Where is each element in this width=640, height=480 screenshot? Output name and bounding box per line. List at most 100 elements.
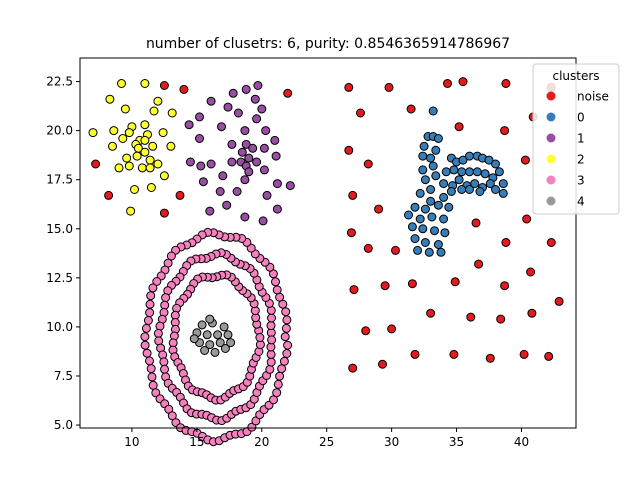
point-0-45 [475, 187, 485, 196]
y-tick-label-1: 7.5 [54, 369, 73, 383]
point-3-126 [280, 332, 290, 342]
point-0-0 [428, 106, 438, 116]
point-4-0 [197, 320, 207, 330]
legend-marker-2 [546, 133, 556, 143]
point-3-132 [272, 285, 282, 295]
point-2-1 [140, 79, 150, 88]
points-layer [88, 77, 564, 447]
point-3-128 [282, 315, 292, 325]
point-noise-7 [344, 82, 354, 92]
point-noise-24 [471, 218, 481, 228]
point-noise-41 [466, 312, 476, 322]
point-3-163 [143, 316, 153, 325]
point-2-25 [145, 155, 155, 165]
point-0-49 [444, 202, 454, 212]
point-3-154 [166, 251, 176, 261]
point-2-16 [140, 135, 150, 145]
y-tick-label-6: 20.0 [46, 124, 73, 138]
point-3-199 [275, 371, 285, 381]
point-0-54 [407, 222, 417, 232]
point-3-159 [148, 283, 158, 293]
point-1-16 [241, 139, 251, 149]
x-tick-label-1: 15 [189, 435, 204, 449]
point-3-127 [281, 323, 291, 333]
point-3-165 [140, 332, 150, 342]
y-tick-label-0: 5.0 [54, 418, 73, 432]
point-1-10 [240, 126, 250, 136]
point-1-5 [250, 94, 260, 104]
x-tick-label-2: 20 [254, 435, 269, 449]
point-0-51 [415, 214, 425, 224]
point-1-26 [206, 159, 216, 169]
legend-marker-3 [546, 154, 556, 164]
point-1-0 [206, 96, 216, 106]
point-2-29 [153, 159, 163, 169]
legend-box [532, 63, 620, 215]
point-noise-2 [159, 81, 169, 90]
point-1-25 [271, 151, 281, 161]
point-noise-19 [500, 126, 510, 136]
point-2-33 [130, 185, 139, 194]
point-noise-42 [496, 314, 506, 324]
point-3-169 [146, 364, 156, 374]
point-4-8 [205, 340, 215, 350]
point-noise-47 [449, 349, 459, 359]
point-0-57 [440, 228, 450, 238]
point-1-33 [198, 177, 208, 187]
y-axis: 5.0 7.5 10.0 12.5 15.0 17.5 20.0 22.5 [46, 75, 80, 432]
point-3-160 [146, 291, 156, 301]
point-0-46 [410, 202, 420, 212]
point-0-20 [441, 167, 451, 177]
point-3-90 [153, 328, 163, 338]
point-3-89 [155, 321, 165, 331]
point-0-61 [413, 245, 423, 255]
point-noise-17 [363, 159, 373, 169]
point-2-18 [148, 141, 158, 151]
point-3-171 [148, 380, 158, 390]
x-tick-label-3: 25 [319, 435, 334, 449]
point-1-2 [228, 88, 238, 98]
point-4-12 [220, 344, 230, 353]
point-3-86 [160, 300, 170, 310]
legend-title: clusters [552, 69, 599, 83]
point-0-19 [431, 171, 441, 181]
point-noise-35 [450, 277, 460, 287]
point-1-9 [217, 122, 226, 132]
point-1-12 [261, 126, 271, 136]
point-3-197 [272, 388, 282, 398]
point-0-29 [426, 185, 436, 194]
point-4-9 [215, 338, 225, 348]
point-noise-18 [454, 122, 464, 132]
point-2-10 [88, 128, 98, 138]
legend-marker-5 [546, 196, 556, 206]
point-1-7 [233, 108, 243, 118]
point-noise-3 [179, 84, 189, 94]
point-3-172 [151, 388, 161, 398]
legend-marker-0 [546, 91, 556, 101]
point-2-6 [167, 108, 177, 118]
point-1-44 [196, 161, 206, 171]
y-tick-label-2: 10.0 [46, 320, 73, 334]
point-1-24 [252, 157, 262, 167]
point-0-63 [436, 247, 446, 257]
point-0-53 [439, 214, 449, 224]
legend-marker-4 [546, 175, 556, 185]
point-noise-40 [426, 308, 436, 318]
point-0-30 [439, 179, 449, 189]
point-4-11 [210, 347, 220, 357]
point-0-9 [428, 161, 438, 171]
point-3-161 [145, 299, 155, 309]
point-0-7 [426, 153, 436, 163]
point-3-55 [255, 333, 265, 342]
point-3-176 [167, 411, 177, 421]
point-noise-6 [283, 88, 293, 98]
point-noise-38 [361, 326, 371, 336]
legend: clusters noise 0 1 2 3 4 [532, 63, 620, 215]
point-0-27 [494, 167, 504, 177]
point-noise-28 [501, 238, 511, 247]
point-noise-12 [458, 77, 468, 87]
point-2-19 [108, 141, 117, 151]
point-3-202 [282, 349, 292, 358]
